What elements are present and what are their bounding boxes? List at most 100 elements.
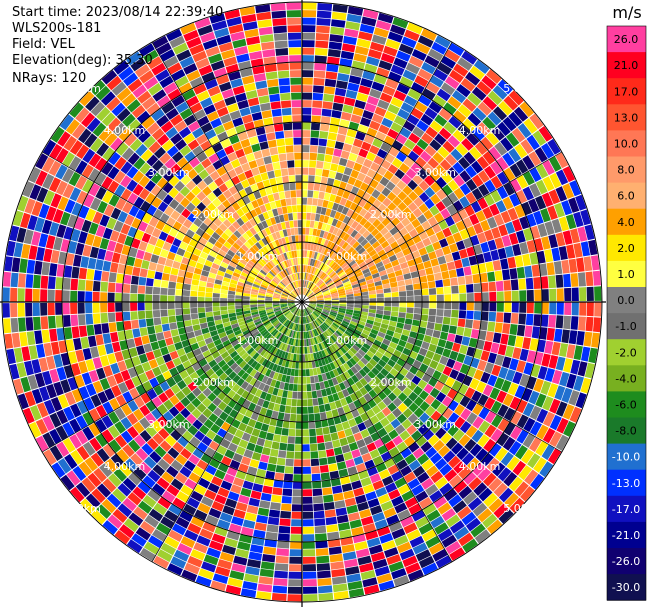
colorbar-swatch [607, 391, 646, 418]
velocity-gate [331, 296, 339, 299]
velocity-gate [374, 106, 387, 117]
velocity-gate [428, 434, 440, 446]
velocity-gate [302, 489, 313, 497]
velocity-gate [92, 235, 102, 248]
velocity-gate [528, 390, 540, 405]
velocity-gate [435, 201, 446, 212]
velocity-gate [371, 81, 385, 92]
velocity-gate [40, 316, 49, 330]
velocity-gate [416, 138, 429, 150]
velocity-gate [302, 481, 312, 489]
velocity-gate [318, 191, 325, 200]
velocity-gate [196, 392, 207, 403]
velocity-gate [502, 436, 516, 451]
velocity-gate [168, 227, 179, 238]
velocity-gate [315, 33, 330, 41]
velocity-gate [81, 477, 96, 493]
velocity-gate [348, 121, 360, 131]
velocity-gate [351, 283, 360, 289]
velocity-gate [283, 481, 293, 489]
velocity-gate [335, 330, 343, 337]
velocity-gate [108, 152, 121, 166]
velocity-gate [428, 308, 437, 316]
velocity-gate [242, 195, 251, 205]
velocity-gate [145, 192, 156, 204]
velocity-gate [259, 500, 271, 509]
velocity-gate [576, 331, 585, 346]
velocity-gate [548, 156, 562, 172]
velocity-gate [339, 356, 346, 365]
velocity-gate [319, 131, 329, 139]
velocity-gate [280, 222, 287, 230]
velocity-gate [174, 412, 186, 424]
velocity-gate [47, 302, 55, 316]
velocity-gate [548, 355, 559, 369]
velocity-gate [267, 425, 276, 434]
velocity-gate [346, 573, 362, 583]
velocity-gate [421, 341, 430, 350]
velocity-gate [302, 47, 315, 55]
velocity-gate [370, 228, 380, 237]
velocity-gate [258, 239, 265, 248]
colorbar-swatch [607, 182, 646, 210]
velocity-gate [390, 286, 399, 293]
velocity-gate [207, 321, 216, 328]
velocity-gate [331, 306, 339, 310]
velocity-gate [435, 427, 447, 439]
velocity-gate [123, 320, 132, 331]
velocity-gate [317, 327, 323, 334]
velocity-gate [266, 524, 279, 533]
velocity-gate [358, 335, 367, 343]
velocity-gate [260, 284, 268, 289]
velocity-gate [272, 487, 283, 496]
velocity-gate [338, 307, 346, 312]
velocity-gate [502, 269, 511, 281]
colorbar-swatch [607, 208, 646, 236]
velocity-gate [502, 356, 512, 369]
velocity-gate [255, 157, 265, 167]
velocity-gate [359, 182, 369, 192]
velocity-gate [459, 421, 472, 434]
velocity-gate [439, 238, 449, 248]
velocity-gate [204, 337, 213, 345]
velocity-gate [340, 50, 354, 60]
velocity-gate [282, 291, 289, 296]
velocity-gate [110, 230, 120, 242]
velocity-gate [251, 199, 259, 209]
velocity-gate [314, 413, 321, 421]
velocity-gate [230, 484, 242, 494]
velocity-gate [265, 432, 274, 441]
velocity-gate [143, 76, 159, 90]
velocity-gate [336, 188, 345, 197]
velocity-gate [318, 592, 334, 601]
velocity-gate [224, 449, 235, 459]
velocity-gate [457, 506, 472, 520]
velocity-gate [363, 201, 372, 211]
velocity-gate [434, 458, 448, 471]
velocity-gate [529, 113, 544, 130]
velocity-gate [413, 185, 424, 197]
velocity-gate [322, 290, 330, 294]
velocity-gate [435, 346, 445, 355]
velocity-gate [36, 402, 49, 418]
velocity-gate [370, 328, 379, 335]
velocity-gate [526, 289, 534, 302]
velocity-gate [276, 223, 283, 231]
velocity-gate [327, 132, 338, 141]
velocity-gate [350, 114, 362, 124]
velocity-gate [422, 529, 437, 542]
velocity-gate [280, 296, 288, 299]
velocity-gate [132, 183, 144, 196]
velocity-gate [232, 242, 241, 251]
velocity-gate [219, 512, 233, 523]
velocity-gate [448, 325, 457, 335]
velocity-gate [384, 110, 397, 122]
velocity-gate [341, 322, 349, 328]
velocity-gate [311, 259, 316, 267]
velocity-gate [353, 179, 363, 189]
velocity-gate [381, 278, 390, 285]
velocity-gate [179, 369, 189, 380]
velocity-gate [115, 292, 123, 302]
range-ring-label: 5.00km [503, 82, 545, 95]
velocity-gate [208, 413, 219, 423]
